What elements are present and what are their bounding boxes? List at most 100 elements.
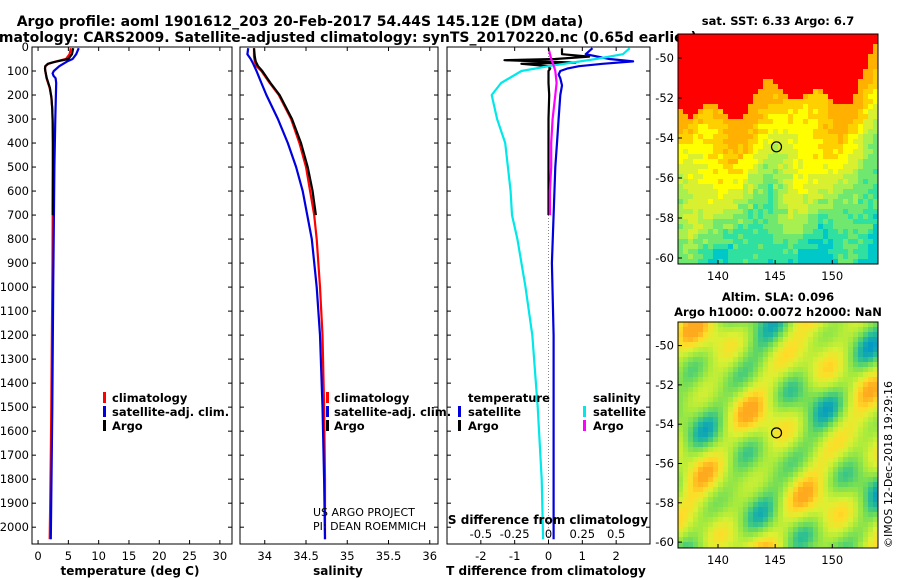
sla-cell [683,447,689,453]
sst-cell [773,49,779,55]
sst-cell [733,179,739,185]
sst-cell [838,154,844,160]
sst-cell [688,154,694,160]
sla-cell [693,362,699,368]
sla-cell [853,477,859,483]
sst-cell [828,34,834,40]
sst-cell [678,69,684,75]
sla-cell [828,372,834,378]
sla-cell [863,432,869,438]
sla-cell [873,327,878,333]
sla-cell [763,507,769,513]
sst-cell [873,89,878,95]
sst-cell [828,84,834,90]
sla-cell [873,457,878,463]
sla-cell [703,527,709,533]
sst-cell [718,79,724,85]
sla-cell [783,447,789,453]
sst-cell [858,254,864,260]
sla-cell [803,327,809,333]
sla-cell [733,507,739,513]
sst-cell [843,79,849,85]
sla-cell [843,422,849,428]
sla-cell [728,387,734,393]
sla-cell [803,512,809,518]
sst-cell [868,224,874,230]
sst-cell [848,124,854,130]
sst-cell [768,64,774,70]
sst-cell [718,189,724,195]
sla-cell [703,382,709,388]
sla-cell [778,357,784,363]
sst-cell [723,94,729,100]
sla-cell [678,522,684,528]
sla-cell [833,517,839,523]
sst-cell [678,144,684,150]
sla-cell [848,472,854,478]
sst-cell [818,239,824,245]
sst-cell [823,174,829,180]
sla-cell [798,472,804,478]
sst-cell [868,234,874,240]
sla-cell [848,542,854,548]
sst-cell [838,89,844,95]
sla-cell [733,462,739,468]
sst-cell [838,84,844,90]
sst-cell [713,44,719,50]
sst-cell [788,154,794,160]
sla-cell [873,522,878,528]
sst-cell [858,34,864,40]
sst-cell [748,189,754,195]
sst-cell [858,184,864,190]
sst-cell [783,154,789,160]
sst-cell [868,94,874,100]
sst-cell [718,39,724,45]
map-y-tick-label: -56 [655,456,674,470]
sst-cell [838,109,844,115]
map-y-tick-label: -58 [655,211,674,225]
sla-cell [718,537,724,543]
sla-cell [823,377,829,383]
sla-cell [678,462,684,468]
sla-cell [698,347,704,353]
sla-cell [848,427,854,433]
sst-cell [838,169,844,175]
depth-tick-label: 600 [7,184,29,198]
sla-cell [863,442,869,448]
sla-cell [798,367,804,373]
sla-cell [753,542,759,548]
sst-cell [798,84,804,90]
sla-cell [748,432,754,438]
sla-cell [818,527,824,533]
sla-cell [683,462,689,468]
sst-cell [798,124,804,130]
sst-cell [763,94,769,100]
sla-cell [768,527,774,533]
sla-cell [823,492,829,498]
sst-cell [828,69,834,75]
sst-cell [728,239,734,245]
sla-cell [873,332,878,338]
x-tick-label: -1 [509,549,520,563]
sst-cell [733,124,739,130]
sla-cell [738,342,744,348]
sla-cell [743,322,749,328]
sst-cell [738,129,744,135]
sla-cell [848,432,854,438]
sla-cell [823,407,829,413]
sst-cell [873,249,878,255]
sst-cell [743,179,749,185]
sla-cell [773,517,779,523]
sst-cell [823,164,829,170]
sst-cell [798,164,804,170]
sst-cell [688,74,694,80]
sla-cell [713,362,719,368]
sla-cell [793,352,799,358]
sla-cell [853,397,859,403]
sla-cell [833,502,839,508]
sst-cell [778,39,784,45]
sst-cell [833,219,839,225]
sla-cell [868,517,874,523]
sla-cell [793,402,799,408]
sst-cell [698,84,704,90]
